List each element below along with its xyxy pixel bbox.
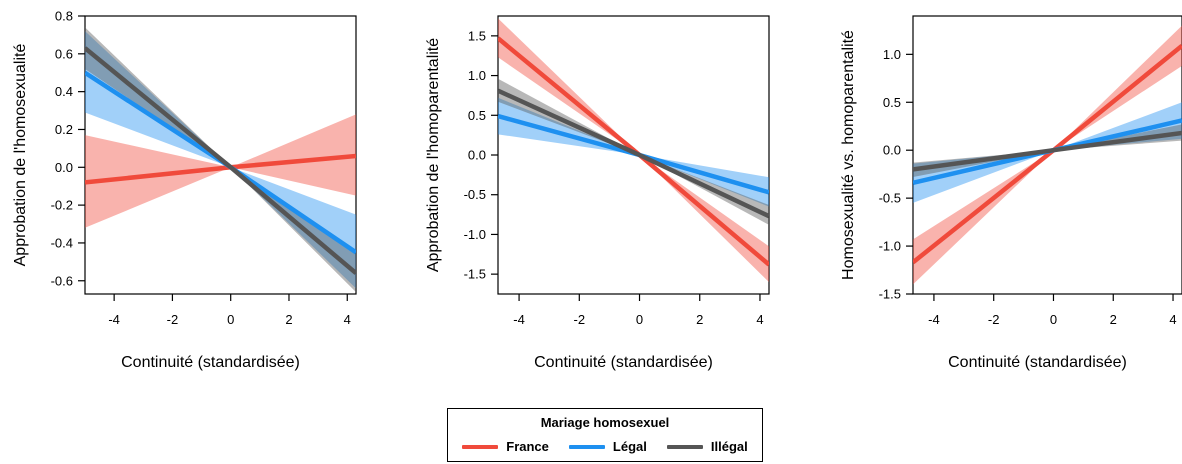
x-tick-label: 0 — [227, 312, 234, 327]
y-tick-label: 0.6 — [55, 46, 73, 61]
legend-label-illegal: Illégal — [710, 439, 748, 454]
y-tick-label: 0.4 — [55, 84, 73, 99]
x-tick-label: 0 — [1050, 312, 1057, 327]
x-tick-label: -2 — [167, 312, 179, 327]
y-axis-title: Approbation de l'homoparentalité — [425, 38, 442, 272]
y-tick-label: 1.5 — [468, 28, 486, 43]
chart-panel-3: -1.5 -1.0 -0.5 0.0 0.5 1.0 -4 -2 0 2 4 Continuité (… — [840, 15, 1182, 371]
figure-panels: -0.6 -0.4 -0.2 0.0 0.2 0.4 0.6 0.8 -4 -2 0 2 4 Contin… — [12, 9, 1182, 371]
chart-panel-1: -0.6 -0.4 -0.2 0.0 0.2 0.4 0.6 0.8 -4 -2 0 2 4 Contin… — [12, 9, 357, 371]
x-tick-label: 0 — [636, 312, 643, 327]
y-tick-label: 0.0 — [468, 148, 486, 163]
x-tick-label: -4 — [513, 312, 525, 327]
y-tick-label: 0.5 — [468, 108, 486, 123]
y-tick-label: -1.0 — [879, 239, 901, 254]
confidence-band-legal — [913, 102, 1182, 203]
legend-swatch-illegal — [666, 444, 703, 449]
confidence-band-france — [85, 114, 356, 228]
series-line-illegal — [913, 130, 1182, 172]
y-axis-title: Homosexualité vs. homoparentalité — [840, 30, 857, 280]
y-tick-label: -1.5 — [464, 267, 486, 282]
chart-panel-2: -1.5 -1.0 -0.5 0.0 0.5 1.0 1.5 -4 -2 0 2 4 Continuit… — [425, 15, 770, 371]
plot-frame — [84, 15, 357, 295]
legend-title: Mariage homosexuel — [540, 415, 670, 430]
y-tick-label: -1.5 — [879, 287, 901, 302]
y-tick-label: -0.6 — [51, 273, 73, 288]
legend-label-france: France — [506, 439, 549, 454]
x-tick-label: -4 — [108, 312, 120, 327]
y-tick-label: 0.8 — [55, 9, 73, 24]
x-tick-label: 2 — [285, 312, 292, 327]
y-tick-label: 1.0 — [883, 47, 901, 62]
x-axis-title: Continuité (standardisée) — [948, 354, 1127, 371]
x-tick-label: 4 — [756, 312, 763, 327]
series-line-illegal — [498, 88, 769, 219]
x-tick-label: 4 — [344, 312, 351, 327]
legend-item-france: France — [462, 439, 549, 454]
x-tick-label: 4 — [1169, 312, 1176, 327]
y-tick-label: -0.5 — [879, 191, 901, 206]
x-tick-label: 2 — [1110, 312, 1117, 327]
x-tick-label: -2 — [574, 312, 586, 327]
y-tick-label: 1.0 — [468, 68, 486, 83]
y-tick-label: -1.0 — [464, 227, 486, 242]
plot-area — [913, 25, 1182, 285]
legend-label-legal: Légal — [612, 439, 647, 454]
x-tick-label: -4 — [928, 312, 940, 327]
y-axis-title: Approbation de l'homosexualité — [12, 44, 29, 267]
x-tick-label: -2 — [988, 312, 1000, 327]
x-axis-title: Continuité (standardisée) — [534, 354, 713, 371]
legend: Mariage homosexuel France Légal Illégal — [447, 408, 763, 462]
y-tick-label: 0.2 — [55, 122, 73, 137]
series-line-illegal — [85, 46, 356, 275]
confidence-band-illegal — [913, 124, 1182, 178]
legend-item-legal: Légal — [568, 439, 647, 454]
legend-swatch-legal — [568, 444, 605, 449]
y-tick-label: -0.5 — [464, 187, 486, 202]
y-tick-label: 0.0 — [55, 160, 73, 175]
y-tick-label: 0.0 — [883, 143, 901, 158]
series-line-france — [913, 43, 1182, 265]
plot-frame — [912, 15, 1182, 295]
y-tick-label: -0.4 — [51, 235, 73, 250]
legend-item-illegal: Illégal — [666, 439, 748, 454]
plot-area — [498, 18, 769, 283]
legend-swatch-france — [462, 444, 499, 449]
legend-items: France Légal Illégal — [448, 439, 762, 454]
y-tick-label: -0.2 — [51, 198, 73, 213]
x-axis-title: Continuité (standardisée) — [121, 354, 300, 371]
plot-area — [85, 27, 356, 293]
x-tick-label: 2 — [696, 312, 703, 327]
y-tick-label: 0.5 — [883, 95, 901, 110]
confidence-band-legal — [498, 97, 769, 207]
